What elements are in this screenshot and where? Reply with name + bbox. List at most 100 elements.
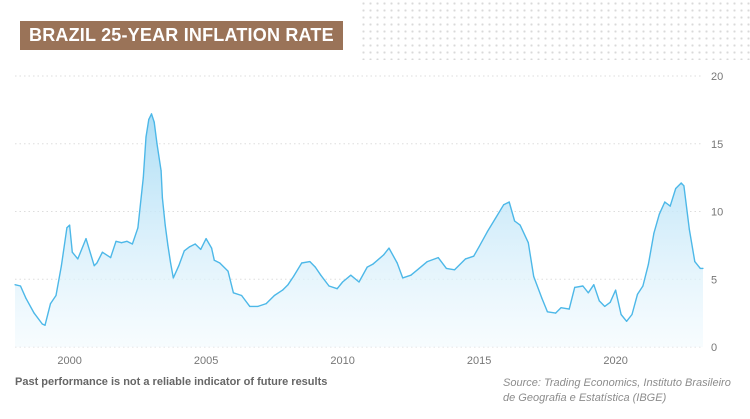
data-point — [200, 248, 202, 250]
data-point — [658, 213, 660, 215]
y-tick-label: 20 — [711, 71, 723, 83]
data-point — [156, 143, 158, 145]
data-point — [519, 224, 521, 226]
data-point — [172, 277, 174, 279]
data-point — [93, 265, 95, 267]
data-point — [669, 205, 671, 207]
data-point — [120, 242, 123, 244]
data-point — [541, 297, 543, 299]
data-point — [626, 320, 628, 322]
data-point — [647, 263, 650, 265]
x-tick-label: 2000 — [57, 355, 81, 367]
data-point — [680, 182, 682, 184]
data-point — [131, 243, 133, 245]
data-point — [60, 265, 63, 267]
data-point — [205, 238, 207, 240]
data-point — [598, 300, 600, 302]
data-point — [388, 247, 390, 249]
data-point — [568, 308, 570, 310]
data-point — [699, 267, 701, 269]
data-point — [213, 259, 215, 261]
source-text: Source: Trading Economics, Instituto Bra… — [503, 377, 731, 404]
data-point — [642, 285, 644, 287]
data-point — [101, 251, 103, 253]
data-point — [161, 197, 163, 199]
data-point — [396, 262, 398, 264]
data-point — [142, 177, 144, 179]
data-point — [227, 270, 229, 272]
data-point — [66, 227, 68, 229]
data-point — [615, 289, 617, 291]
data-point — [148, 118, 150, 120]
series-area-fill — [15, 113, 703, 348]
data-point — [560, 307, 562, 309]
data-point — [555, 312, 557, 314]
data-point — [494, 217, 497, 219]
data-point — [593, 284, 595, 286]
data-point — [426, 261, 428, 263]
data-point — [366, 266, 368, 268]
series-line — [14, 113, 703, 326]
data-point — [241, 294, 243, 297]
data-point — [473, 255, 475, 257]
data-point — [167, 244, 169, 246]
data-point — [301, 262, 303, 264]
data-point — [620, 313, 622, 316]
data-point — [533, 275, 535, 278]
data-point — [328, 285, 330, 287]
data-point — [694, 261, 696, 263]
data-point — [454, 269, 456, 271]
data-point — [675, 187, 677, 190]
data-point — [437, 257, 439, 259]
data-point — [49, 303, 52, 305]
data-point — [115, 240, 117, 242]
data-point — [257, 305, 259, 307]
data-point — [383, 254, 385, 256]
data-point — [688, 228, 690, 230]
data-point — [445, 267, 447, 269]
data-point — [137, 227, 139, 229]
data-point — [320, 274, 322, 276]
data-point — [150, 113, 153, 115]
data-point — [546, 311, 549, 313]
y-tick-label: 0 — [711, 342, 717, 354]
x-tick-label: 2005 — [194, 355, 218, 367]
data-point — [153, 121, 155, 123]
data-point — [85, 238, 87, 240]
data-point — [44, 324, 46, 326]
data-point — [664, 201, 666, 203]
data-point — [41, 323, 43, 325]
data-point — [145, 136, 147, 138]
dot-pattern-decoration — [360, 0, 750, 60]
data-point — [587, 292, 589, 294]
data-point — [604, 305, 606, 307]
data-point — [503, 204, 505, 206]
data-point — [96, 262, 98, 264]
data-point — [25, 297, 27, 299]
data-point — [478, 246, 480, 248]
data-point — [514, 220, 516, 222]
data-point — [358, 281, 360, 283]
data-point — [160, 170, 162, 172]
disclaimer-text: Past performance is not a reliable indic… — [15, 376, 328, 388]
data-point — [653, 232, 655, 234]
data-point — [464, 258, 467, 260]
data-point — [418, 267, 420, 269]
data-point — [282, 289, 284, 291]
data-point — [273, 294, 275, 297]
data-point — [77, 258, 79, 260]
data-point — [574, 286, 576, 288]
data-point — [265, 303, 267, 305]
data-point — [14, 284, 16, 286]
data-point — [683, 185, 685, 187]
data-point — [249, 305, 251, 307]
data-point — [183, 250, 185, 252]
data-point — [410, 274, 412, 276]
data-point — [33, 312, 35, 314]
data-point — [582, 285, 584, 287]
data-point — [314, 266, 316, 268]
data-point — [372, 263, 374, 265]
data-point — [527, 242, 529, 244]
data-point — [336, 288, 338, 290]
